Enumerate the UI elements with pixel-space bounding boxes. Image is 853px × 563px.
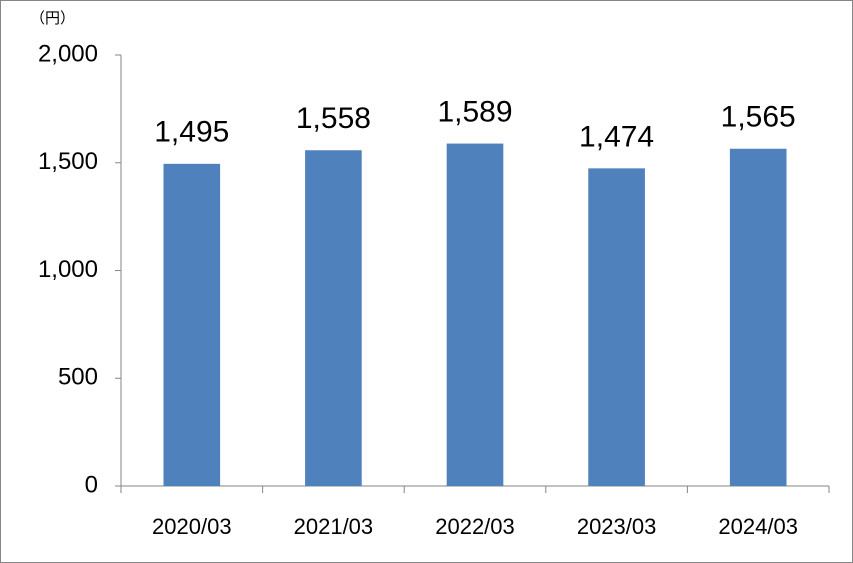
y-tick-label: 1,000 bbox=[38, 256, 98, 283]
y-tick-label: 1,500 bbox=[38, 148, 98, 175]
value-label: 1,589 bbox=[437, 95, 512, 128]
value-label: 1,474 bbox=[579, 120, 654, 153]
y-tick-label: 0 bbox=[85, 471, 98, 498]
x-tick-label: 2021/03 bbox=[294, 514, 374, 539]
x-tick-label: 2022/03 bbox=[435, 514, 515, 539]
value-label: 1,558 bbox=[296, 102, 371, 135]
bar bbox=[446, 143, 504, 486]
x-tick-label: 2024/03 bbox=[718, 514, 798, 539]
x-tick-label: 2020/03 bbox=[152, 514, 232, 539]
y-tick-label: 500 bbox=[58, 364, 98, 391]
x-tick-label: 2023/03 bbox=[577, 514, 657, 539]
bar bbox=[305, 150, 362, 486]
unit-label: （円） bbox=[30, 10, 75, 27]
value-label: 1,565 bbox=[721, 101, 796, 134]
bar bbox=[588, 168, 645, 486]
value-label: 1,495 bbox=[154, 116, 229, 149]
bar bbox=[163, 163, 221, 486]
bar bbox=[729, 148, 787, 486]
y-tick-label: 2,000 bbox=[38, 40, 98, 67]
